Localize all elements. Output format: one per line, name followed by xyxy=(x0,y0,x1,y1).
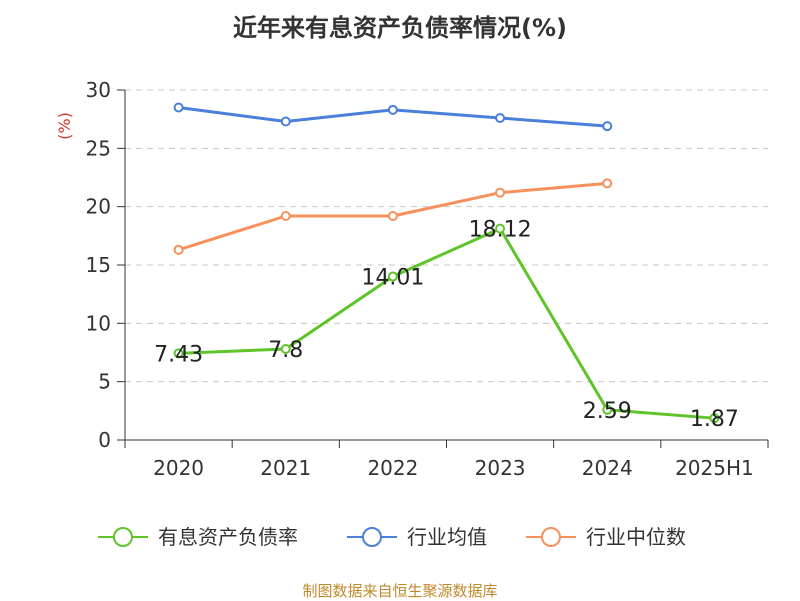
legend-marker xyxy=(113,527,133,547)
data-label: 1.87 xyxy=(690,407,739,432)
x-tick-label: 2020 xyxy=(153,456,204,480)
y-tick-label: 10 xyxy=(86,311,111,335)
data-point xyxy=(709,413,720,424)
data-point xyxy=(387,104,398,115)
x-tick-label: 2021 xyxy=(260,456,311,480)
source-note: 制图数据来自恒生聚源数据库 xyxy=(302,582,498,600)
y-tick-label: 30 xyxy=(86,78,111,102)
legend-label: 有息资产负债率 xyxy=(158,525,298,549)
y-tick-label: 20 xyxy=(86,195,111,219)
data-point xyxy=(602,404,613,415)
data-label: 7.8 xyxy=(268,338,303,363)
y-axis-label: (%) xyxy=(55,112,74,140)
data-label: 18.12 xyxy=(469,218,532,243)
data-point xyxy=(495,223,506,234)
data-label: 2.59 xyxy=(583,399,632,424)
legend-label: 行业中位数 xyxy=(586,525,686,549)
x-tick-label: 2025H1 xyxy=(675,456,754,480)
data-point xyxy=(280,116,291,127)
x-tick-label: 2022 xyxy=(367,456,418,480)
data-point xyxy=(280,344,291,354)
data-point xyxy=(387,271,398,282)
data-point xyxy=(173,244,184,255)
legend-label: 行业均值 xyxy=(407,525,487,549)
legend-marker xyxy=(362,527,382,547)
series-line xyxy=(178,227,715,420)
y-tick-label: 0 xyxy=(98,428,111,452)
y-tick-label: 25 xyxy=(86,136,111,160)
data-point xyxy=(495,113,506,123)
data-label: 7.43 xyxy=(154,342,203,367)
y-tick-label: 15 xyxy=(86,253,111,277)
data-point xyxy=(280,211,291,221)
legend-marker xyxy=(541,527,561,547)
y-tick-label: 5 xyxy=(98,370,111,394)
data-point xyxy=(387,211,398,221)
data-point xyxy=(173,348,184,359)
data-label: 14.01 xyxy=(361,266,424,291)
data-point xyxy=(602,178,613,189)
data-point xyxy=(495,187,506,198)
x-tick-label: 2023 xyxy=(475,456,526,480)
chart-title: 近年来有息资产负债率情况(%) xyxy=(233,14,567,42)
x-tick-label: 2024 xyxy=(582,456,633,480)
data-point xyxy=(602,121,613,132)
data-point xyxy=(173,102,184,113)
